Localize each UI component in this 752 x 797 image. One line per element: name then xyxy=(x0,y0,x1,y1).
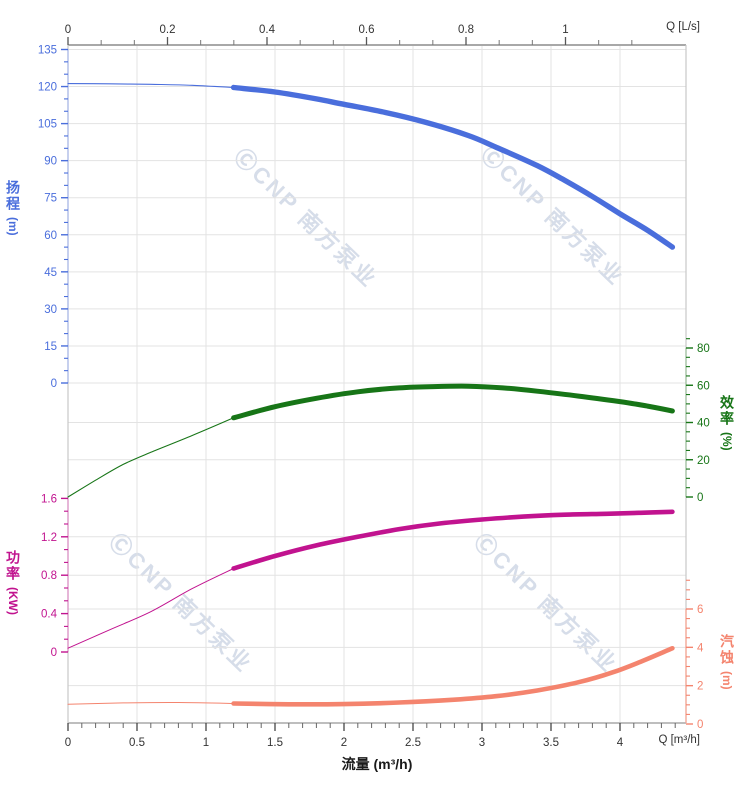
bottom-axis-tick-label: 3.5 xyxy=(543,737,559,749)
head-tick-label: 30 xyxy=(44,304,57,316)
power-tick-label: 1.6 xyxy=(41,493,57,505)
x-axis-title: 流量 (m³/h) xyxy=(341,756,413,772)
curve-power-rated xyxy=(231,509,675,571)
eff-tick-label: 80 xyxy=(697,343,710,355)
top-axis-unit-label: Q [L/s] xyxy=(666,21,700,33)
axis-title-power-text: 功率 xyxy=(5,550,21,582)
head-tick-label: 75 xyxy=(44,193,57,205)
head-tick-label: 45 xyxy=(44,267,57,279)
bottom-axis-tick-label: 4 xyxy=(617,737,624,749)
axis-title-power: 功率 (KW) xyxy=(5,550,21,615)
head-tick-label: 135 xyxy=(38,44,57,56)
bottom-axis-tick-label: 0 xyxy=(65,737,71,749)
axis-title-efficiency-text: 效率 xyxy=(719,395,735,427)
curve-eff-rated xyxy=(231,383,675,421)
axis-title-npsh-text: 汽蚀 xyxy=(719,634,735,666)
axis-unit-power: (KW) xyxy=(6,587,20,615)
top-axis-tick-label: 0 xyxy=(65,24,71,36)
bottom-axis-tick-label: 2 xyxy=(341,737,347,749)
bottom-axis-unit-label: Q [m³/h] xyxy=(658,734,700,746)
head-tick-label: 105 xyxy=(38,119,57,131)
npsh-tick-label: 2 xyxy=(697,681,703,693)
head-tick-label: 90 xyxy=(44,156,57,168)
bottom-axis-tick-label: 1.5 xyxy=(267,737,283,749)
bottom-axis-tick-label: 2.5 xyxy=(405,737,421,749)
power-tick-label: 0.8 xyxy=(41,570,57,582)
eff-tick-label: 20 xyxy=(697,455,710,467)
curve-head-thin xyxy=(67,83,235,89)
axis-title-npsh: 汽蚀 (m) xyxy=(719,634,735,690)
axis-unit-head: (m) xyxy=(6,217,20,236)
eff-tick-label: 60 xyxy=(697,380,710,392)
power-tick-label: 0.4 xyxy=(41,609,58,621)
curve-npsh-rated xyxy=(231,646,675,707)
axis-unit-npsh: (m) xyxy=(720,671,734,690)
bottom-axis-tick-label: 1 xyxy=(203,737,209,749)
head-tick-label: 0 xyxy=(51,378,57,390)
curve-eff-thin xyxy=(67,417,235,498)
bottom-axis-tick-label: 3 xyxy=(479,737,485,749)
bottom-axis-tick-label: 0.5 xyxy=(129,737,145,749)
curve-npsh-thin xyxy=(67,701,235,705)
top-axis-tick-label: 0.2 xyxy=(160,24,176,36)
npsh-tick-label: 6 xyxy=(697,604,703,616)
axis-title-head: 扬程 (m) xyxy=(5,180,21,236)
power-tick-label: 0 xyxy=(51,647,57,659)
curve-head-rated xyxy=(230,84,676,250)
npsh-tick-label: 4 xyxy=(697,642,704,654)
eff-tick-label: 40 xyxy=(697,418,710,430)
head-tick-label: 120 xyxy=(38,82,57,94)
eff-tick-label: 0 xyxy=(697,492,703,504)
axis-title-efficiency: 效率 (%) xyxy=(719,395,735,451)
head-tick-label: 60 xyxy=(44,230,57,242)
top-axis-tick-label: 0.4 xyxy=(259,24,276,36)
axis-title-head-text: 扬程 xyxy=(5,180,21,212)
top-axis-tick-label: 1 xyxy=(562,24,568,36)
power-tick-label: 1.2 xyxy=(41,532,57,544)
axis-unit-efficiency: (%) xyxy=(720,432,734,451)
head-tick-label: 15 xyxy=(44,341,57,353)
npsh-tick-label: 0 xyxy=(697,719,703,731)
top-axis-tick-label: 0.6 xyxy=(359,24,375,36)
top-axis-tick-label: 0.8 xyxy=(458,24,474,36)
curve-power-thin xyxy=(67,568,235,649)
